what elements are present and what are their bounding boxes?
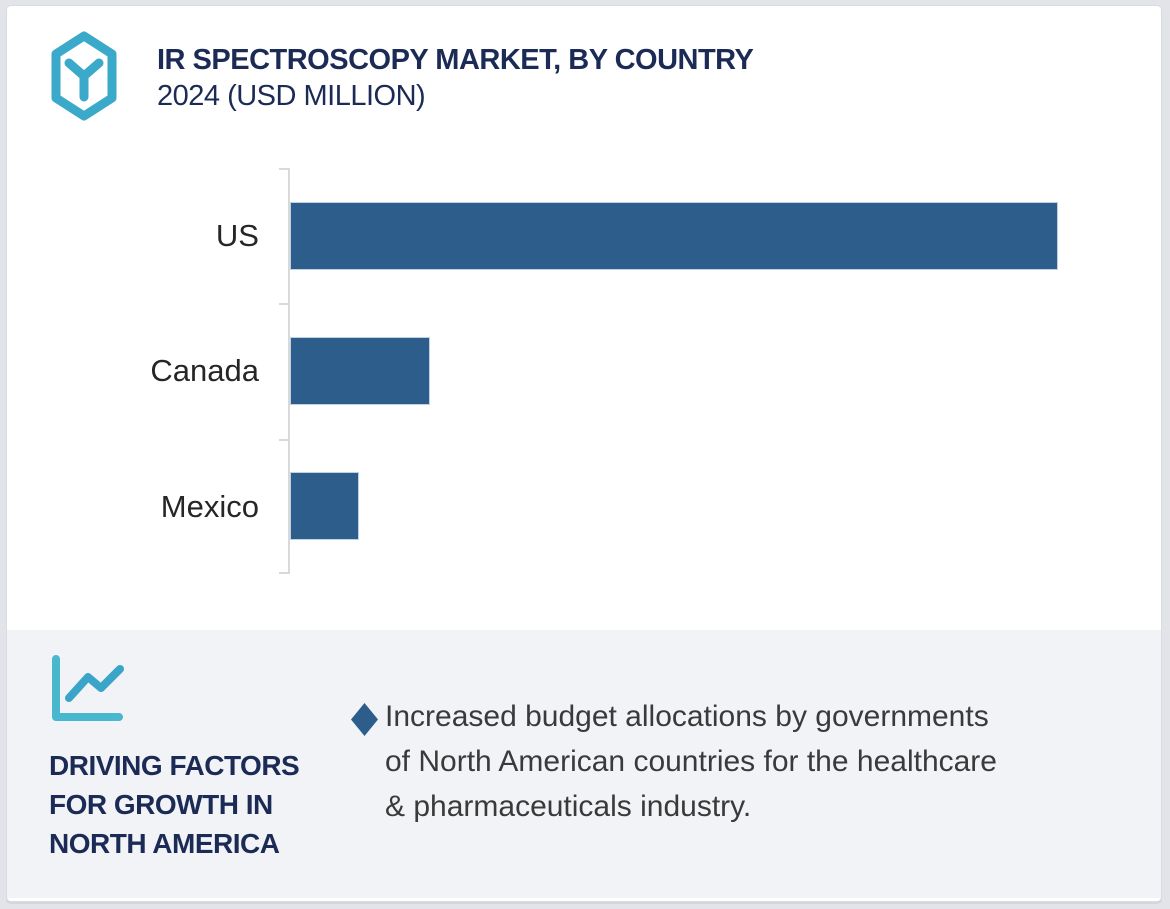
bar-chart: US Canada Mexico [7,6,1161,626]
trend-line-chart-icon [52,655,124,721]
bar-us [290,201,1058,270]
axis-tick [279,303,288,306]
infographic-card: IR SPECTROSCOPY MARKET, BY COUNTRY 2024 … [6,5,1162,902]
hexagon-y-logo-icon [51,31,117,121]
axis-tick [279,572,288,574]
page-subtitle: 2024 (USD MILLION) [157,80,426,112]
driving-factors-heading: DRIVING FACTORS FOR GROWTH IN NORTH AMER… [49,750,300,859]
bar-mexico [290,472,360,541]
bullet-item: Increased budget allocations by governme… [351,694,997,829]
category-label-canada: Canada [150,353,259,389]
page-title: IR SPECTROSCOPY MARKET, BY COUNTRY [157,44,754,76]
diamond-bullet-icon [351,703,378,736]
header-titles: IR SPECTROSCOPY MARKET, BY COUNTRY 2024 … [157,42,754,114]
driving-factors-panel: DRIVING FACTORS FOR GROWTH IN NORTH AMER… [7,630,1161,898]
axis-tick [279,438,288,441]
category-label-us: US [215,218,259,253]
category-label-mexico: Mexico [160,488,259,524]
y-axis-line [288,168,290,574]
bar-canada [290,337,430,405]
axis-tick [279,168,288,170]
bullet-text: Increased budget allocations by governme… [385,700,997,823]
